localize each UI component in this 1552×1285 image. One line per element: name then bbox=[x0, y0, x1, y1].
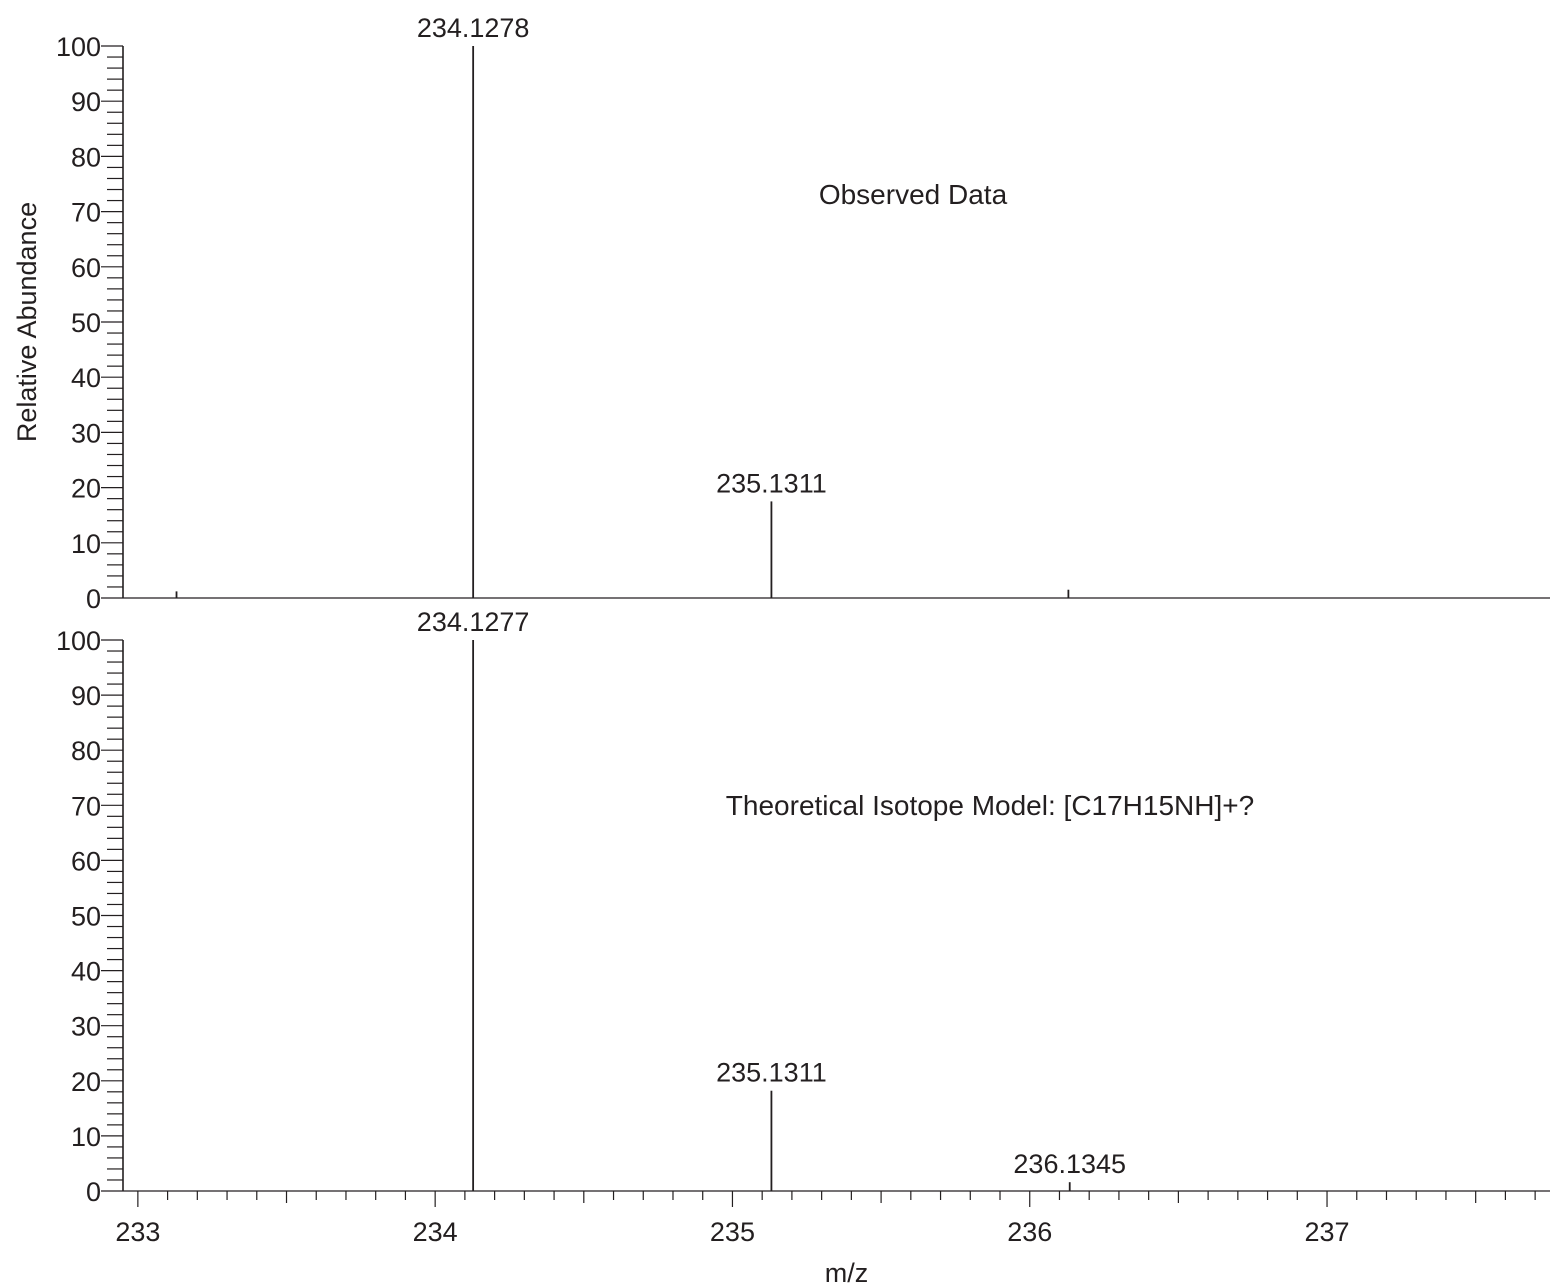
y-tick-label: 80 bbox=[71, 736, 101, 766]
peak-mz-label: 235.1311 bbox=[716, 468, 827, 498]
theoretical-spectrum-panel: 0 10 20 30 40 50 60 70 80 90 100 234.1277 235.1311 23… bbox=[56, 607, 1550, 1285]
y-tick-label: 60 bbox=[71, 846, 101, 876]
y-tick-label: 80 bbox=[71, 142, 101, 172]
y-axis-title: Relative Abundance bbox=[12, 202, 42, 442]
x-tick-label: 234 bbox=[413, 1217, 458, 1247]
x-tick-label: 235 bbox=[710, 1217, 755, 1247]
y-tick-label: 70 bbox=[71, 791, 101, 821]
peak-mz-label: 236.1345 bbox=[1013, 1149, 1126, 1179]
y-tick-label: 20 bbox=[71, 1067, 101, 1097]
y-tick-label: 100 bbox=[56, 32, 101, 62]
observed-spectrum-panel: 0 10 20 30 40 50 60 70 80 90 100 234.1278 235.1311 Ob… bbox=[12, 13, 1550, 614]
y-tick-label: 0 bbox=[86, 584, 101, 614]
y-tick-label: 40 bbox=[71, 957, 101, 987]
peak-mz-label: 234.1277 bbox=[417, 607, 530, 637]
y-tick-label: 90 bbox=[71, 681, 101, 711]
x-axis-title: m/z bbox=[825, 1258, 869, 1285]
y-tick-label: 50 bbox=[71, 902, 101, 932]
y-tick-label: 50 bbox=[71, 308, 101, 338]
y-tick-label: 30 bbox=[71, 418, 101, 448]
y-tick-label: 70 bbox=[71, 198, 101, 228]
x-tick-label: 236 bbox=[1007, 1217, 1052, 1247]
peak-mz-label: 234.1278 bbox=[417, 13, 530, 43]
y-tick-label: 20 bbox=[71, 474, 101, 504]
y-tick-label: 100 bbox=[56, 626, 101, 656]
y-tick-label: 90 bbox=[71, 87, 101, 117]
y-tick-label: 60 bbox=[71, 253, 101, 283]
peak-mz-label: 235.1311 bbox=[716, 1058, 827, 1088]
y-tick-label: 0 bbox=[86, 1177, 101, 1207]
x-tick-label: 237 bbox=[1305, 1217, 1350, 1247]
x-tick-label: 233 bbox=[115, 1217, 160, 1247]
y-tick-label: 10 bbox=[71, 1122, 101, 1152]
y-tick-label: 10 bbox=[71, 529, 101, 559]
y-tick-label: 40 bbox=[71, 363, 101, 393]
panel-annotation: Theoretical Isotope Model: [C17H15NH]+? bbox=[726, 790, 1254, 821]
y-tick-label: 30 bbox=[71, 1012, 101, 1042]
panel-annotation: Observed Data bbox=[819, 179, 1008, 210]
